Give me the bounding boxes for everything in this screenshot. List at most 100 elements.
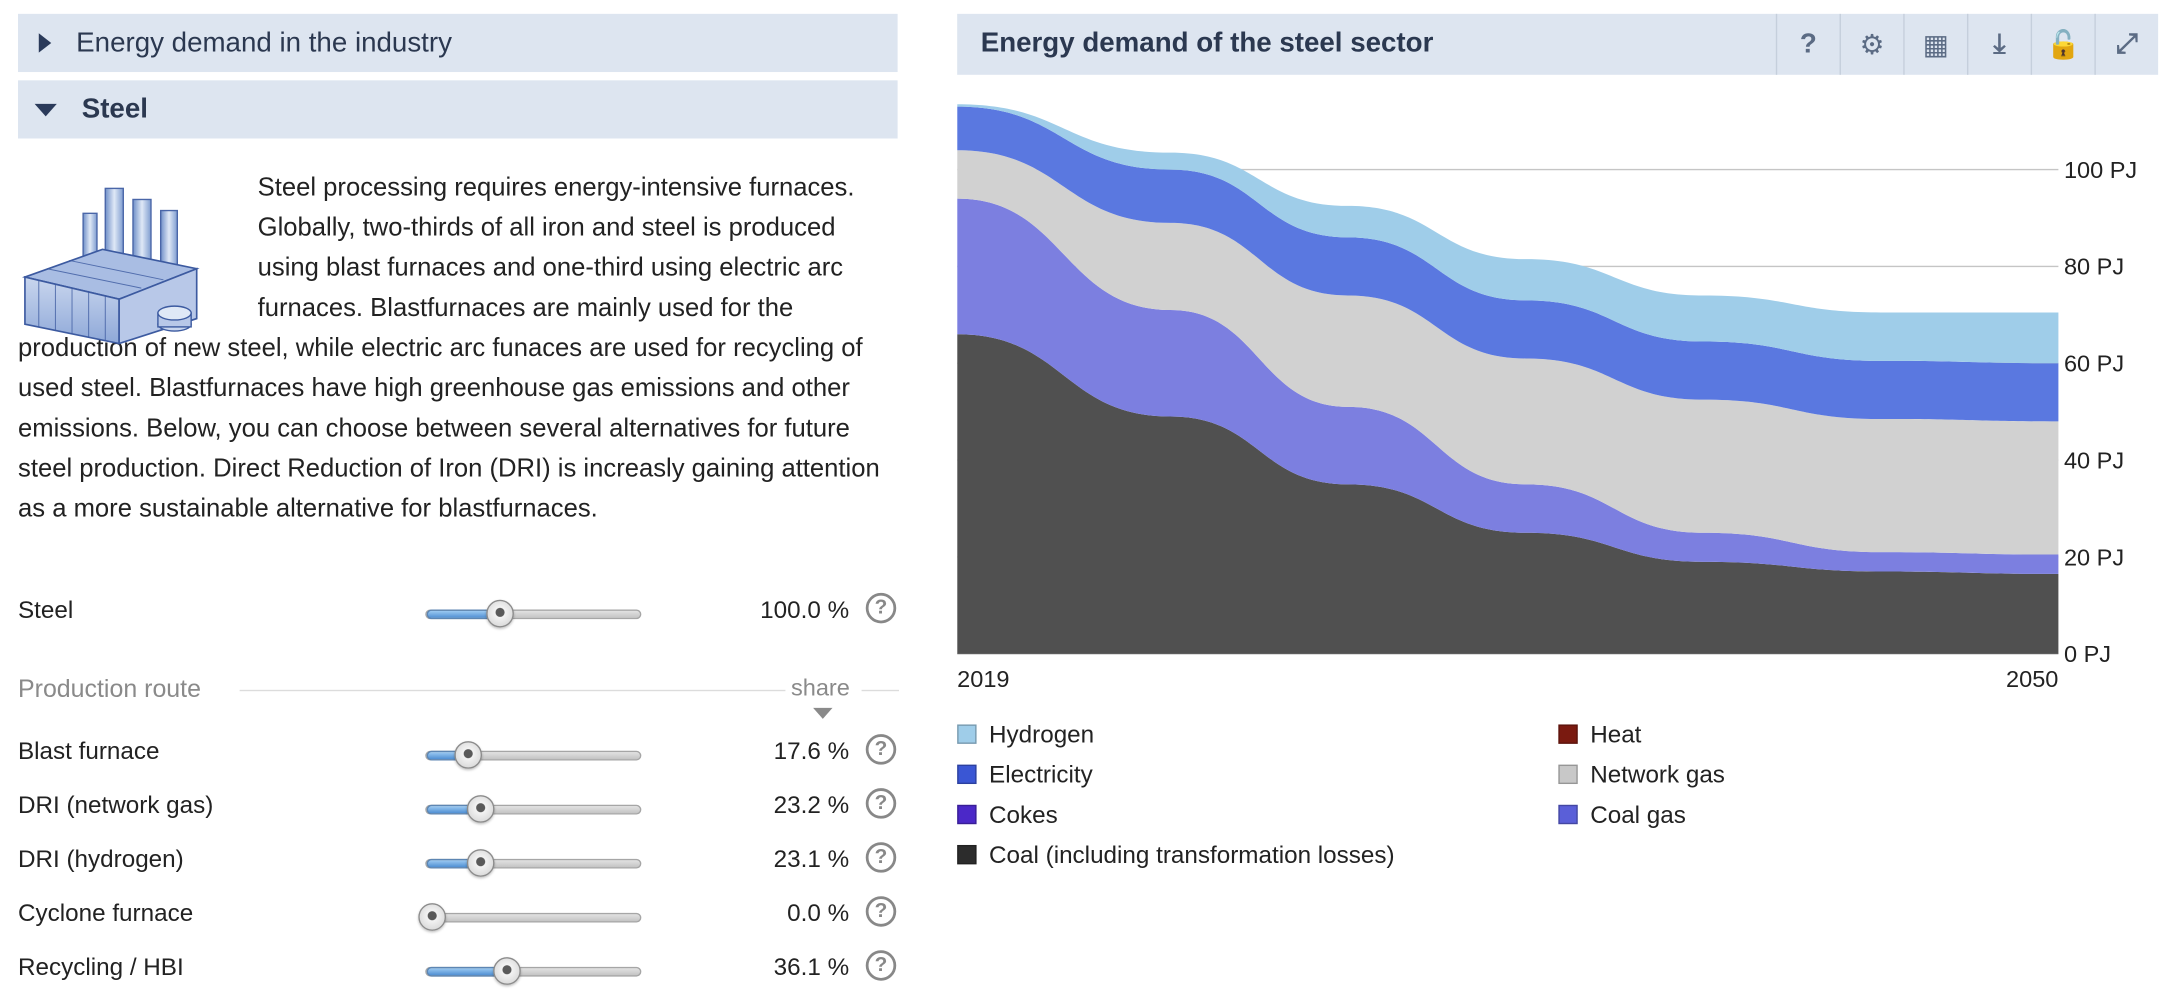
legend-item[interactable]: Heat bbox=[1558, 719, 1641, 749]
fullscreen-button[interactable]: ⤢ bbox=[2094, 13, 2158, 75]
steel-slider-label: Steel bbox=[18, 595, 74, 624]
gears-icon: ⚙ bbox=[1859, 29, 1885, 61]
unlock-icon: 🔓 bbox=[2046, 29, 2081, 61]
route-slider-track[interactable] bbox=[425, 849, 642, 877]
route-slider-label: DRI (network gas) bbox=[18, 790, 214, 819]
collapse-arrow-icon bbox=[34, 103, 57, 116]
y-tick-label: 40 PJ bbox=[2064, 447, 2124, 473]
description-text: Steel processing requires energy-intensi… bbox=[18, 171, 880, 523]
expand-icon: ⤢ bbox=[2115, 28, 2139, 59]
chart-title: Energy demand of the steel sector bbox=[980, 27, 1434, 59]
route-slider-track[interactable] bbox=[418, 903, 642, 931]
area-electricity[interactable] bbox=[957, 106, 2059, 422]
accordion-steel-header[interactable]: Steel bbox=[18, 80, 898, 139]
route-help-icon[interactable]: ? bbox=[865, 788, 897, 819]
x-tick-label: 2050 bbox=[2006, 666, 2058, 692]
production-route-section: Production route share bbox=[18, 673, 899, 719]
chart-header: Energy demand of the steel sector ? ⚙ ▦ ⤓ 🔓 ⤢ bbox=[957, 13, 2159, 75]
accordion-industry-header[interactable]: Energy demand in the industry bbox=[18, 13, 898, 73]
route-help-icon[interactable]: ? bbox=[865, 896, 897, 927]
y-tick-label: 20 PJ bbox=[2064, 544, 2124, 570]
legend-label: Coal (including transformation losses) bbox=[989, 840, 1395, 868]
route-slider-knob[interactable] bbox=[492, 957, 521, 985]
legend-label: Coal gas bbox=[1590, 799, 1686, 828]
route-help-icon[interactable]: ? bbox=[865, 842, 897, 873]
legend-swatch bbox=[957, 764, 977, 785]
legend-item[interactable]: Network gas bbox=[1558, 759, 1725, 789]
legend-label: Network gas bbox=[1590, 759, 1725, 788]
route-slider-track[interactable] bbox=[425, 741, 642, 769]
route-slider-row: DRI (network gas) 23.2 %? bbox=[18, 788, 899, 827]
route-slider-knob[interactable] bbox=[418, 903, 447, 931]
area-coal-including-transformation-losses[interactable] bbox=[957, 334, 2059, 654]
legend-swatch bbox=[957, 724, 977, 744]
share-toggle[interactable]: share bbox=[785, 674, 861, 703]
route-slider-value: 0.0 % bbox=[787, 898, 850, 927]
steel-help-icon[interactable]: ? bbox=[865, 592, 897, 624]
production-route-title: Production route bbox=[18, 674, 215, 704]
lock-button[interactable]: 🔓 bbox=[2030, 13, 2095, 75]
legend-item[interactable]: Hydrogen bbox=[957, 719, 1094, 749]
legend-swatch bbox=[1558, 724, 1578, 744]
download-button[interactable]: ⤓ bbox=[1966, 13, 2031, 75]
route-slider-knob[interactable] bbox=[453, 741, 482, 769]
route-help-icon[interactable]: ? bbox=[865, 734, 897, 765]
route-slider-label: DRI (hydrogen) bbox=[18, 844, 184, 873]
y-tick-label: 60 PJ bbox=[2064, 351, 2124, 377]
route-slider-value: 23.1 % bbox=[773, 844, 850, 873]
area-layers bbox=[957, 104, 2059, 654]
route-slider-label: Cyclone furnace bbox=[18, 898, 194, 927]
legend-swatch bbox=[957, 804, 977, 825]
area-coal-gas[interactable] bbox=[957, 198, 2059, 574]
route-slider-label: Recycling / HBI bbox=[18, 953, 184, 981]
area-network-gas[interactable] bbox=[957, 150, 2059, 555]
route-slider-knob[interactable] bbox=[466, 849, 495, 877]
download-icon: ⤓ bbox=[1993, 28, 2006, 59]
steel-slider-value: 100.0 % bbox=[760, 595, 850, 624]
legend-item[interactable]: Coal gas bbox=[1558, 799, 1686, 829]
legend-swatch bbox=[957, 844, 977, 865]
route-slider-track[interactable] bbox=[425, 795, 642, 823]
area-hydrogen[interactable] bbox=[957, 104, 2059, 364]
share-dropdown-icon[interactable] bbox=[813, 707, 833, 719]
route-slider-value: 17.6 % bbox=[773, 736, 850, 765]
section-divider bbox=[239, 689, 899, 692]
accordion-steel-title: Steel bbox=[81, 93, 148, 124]
steel-slider-row: Steel 100.0 % ? bbox=[18, 592, 899, 632]
stacked-area-chart: 0 PJ 20 PJ 40 PJ 60 PJ 80 PJ 100 PJ 2019 2050 bbox=[957, 104, 2137, 692]
legend-label: Cokes bbox=[989, 799, 1058, 828]
steel-slider-track[interactable] bbox=[425, 599, 642, 628]
question-icon: ? bbox=[1799, 28, 1817, 59]
route-slider-label: Blast furnace bbox=[18, 736, 160, 765]
table-button[interactable]: ▦ bbox=[1903, 13, 1967, 75]
legend-label: Heat bbox=[1590, 719, 1642, 748]
route-slider-row: Cyclone furnace 0.0 %? bbox=[18, 896, 899, 935]
legend-item[interactable]: Coal (including transformation losses) bbox=[957, 839, 1395, 869]
route-slider-value: 36.1 % bbox=[773, 953, 850, 981]
route-slider-row: Recycling / HBI 36.1 %? bbox=[18, 950, 899, 989]
legend-label: Hydrogen bbox=[989, 719, 1095, 748]
legend-label: Electricity bbox=[989, 759, 1093, 788]
y-tick-label: 0 PJ bbox=[2064, 641, 2111, 667]
legend-swatch bbox=[1558, 764, 1578, 785]
legend-item[interactable]: Cokes bbox=[957, 799, 1058, 829]
accordion-industry-title: Energy demand in the industry bbox=[76, 27, 452, 58]
route-help-icon[interactable]: ? bbox=[865, 950, 897, 981]
route-slider-row: DRI (hydrogen) 23.1 %? bbox=[18, 842, 899, 881]
legend-item[interactable]: Electricity bbox=[957, 759, 1093, 789]
steel-slider-knob[interactable] bbox=[486, 599, 514, 628]
route-slider-knob[interactable] bbox=[466, 795, 495, 823]
route-slider-track[interactable] bbox=[425, 957, 642, 985]
help-button[interactable]: ? bbox=[1775, 13, 1840, 75]
y-tick-label: 100 PJ bbox=[2064, 157, 2137, 183]
route-slider-value: 23.2 % bbox=[773, 790, 850, 819]
route-slider-row: Blast furnace 17.6 %? bbox=[18, 734, 899, 773]
settings-button[interactable]: ⚙ bbox=[1839, 13, 1904, 75]
expand-arrow-icon bbox=[38, 33, 52, 53]
steel-description: Steel processing requires energy-intensi… bbox=[18, 166, 902, 528]
factory-icon bbox=[22, 187, 200, 345]
legend-swatch bbox=[1558, 804, 1578, 825]
y-tick-label: 80 PJ bbox=[2064, 254, 2124, 280]
x-tick-label: 2019 bbox=[957, 666, 1009, 692]
